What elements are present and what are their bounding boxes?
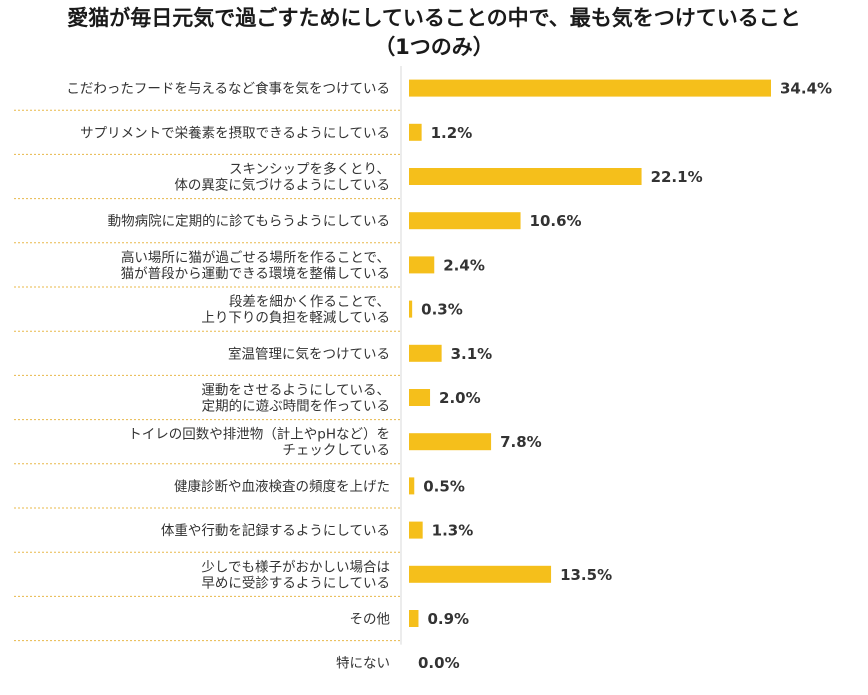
category-label-line: スキンシップを多くとり、 [229, 161, 390, 178]
bar [409, 344, 442, 362]
category-label: その他 [350, 612, 391, 628]
category-label-line: 健康診断や血液検査の頻度を上げた [174, 478, 390, 495]
chart-subtitle: （1つのみ） [374, 35, 494, 59]
value-label: 1.3% [432, 522, 474, 540]
category-label: 段差を細かく作ることで、上り下りの負担を軽減している [201, 294, 390, 326]
value-label: 0.9% [427, 610, 469, 628]
value-label: 1.2% [431, 124, 473, 142]
category-label: 運動をさせるようにしている、定期的に遊ぶ時間を作っている [201, 383, 390, 415]
bar [409, 389, 431, 406]
category-label-line: その他 [350, 612, 391, 628]
value-label: 13.5% [560, 566, 612, 584]
category-label: 健康診断や血液検査の頻度を上げた [174, 478, 390, 495]
value-label: 2.4% [443, 256, 485, 274]
category-label-line: 特にない [336, 656, 390, 672]
value-label: 34.4% [780, 80, 832, 98]
category-label: 高い場所に猫が過ごせる場所を作ることで、猫が普段から運動できる環境を整備している [121, 249, 390, 282]
bar [409, 256, 435, 274]
category-label-line: 猫が普段から運動できる環境を整備している [121, 266, 390, 282]
category-label-line: 室温管理に気をつけている [228, 345, 390, 362]
category-label-line: チェックしている [282, 443, 390, 459]
category-label: こだわったフードを与えるなど食事を気をつけている [66, 80, 390, 97]
chart-title: 愛猫が毎日元気で過ごすためにしていることの中で、最も気をつけていること [67, 6, 801, 30]
category-label: サプリメントで栄養素を摂取できるようにしている [80, 124, 390, 141]
bar [409, 433, 492, 451]
category-label-line: トイレの回数や排泄物（計上やpHなど）を [128, 427, 390, 443]
value-label: 0.5% [423, 477, 465, 495]
bar [409, 123, 422, 141]
value-label: 22.1% [651, 168, 703, 186]
category-label-line: 上り下りの負担を軽減している [201, 309, 390, 326]
category-label-line: 定期的に遊ぶ時間を作っている [202, 399, 390, 415]
category-label-line: 運動をさせるようにしている、 [201, 383, 390, 399]
category-label-line: こだわったフードを与えるなど食事を気をつけている [66, 80, 390, 97]
bar [409, 477, 415, 495]
category-label: トイレの回数や排泄物（計上やpHなど）をチェックしている [128, 427, 390, 459]
chart-title-block: 愛猫が毎日元気で過ごすためにしていることの中で、最も気をつけていること （1つの… [0, 4, 868, 62]
bar [409, 212, 521, 230]
category-label-line: 高い場所に猫が過ごせる場所を作ることで、 [121, 249, 390, 266]
category-label: 特にない [336, 656, 390, 672]
category-label: 動物病院に定期的に診てもらうようにしている [108, 214, 390, 230]
category-label-line: 早めに受診するようにしている [201, 575, 390, 591]
category-label: 体重や行動を記録するようにしている [161, 522, 390, 539]
category-label-line: 体重や行動を記録するようにしている [161, 522, 390, 539]
value-label: 0.3% [421, 301, 463, 319]
bar [409, 168, 642, 185]
bar [409, 610, 419, 627]
category-label-line: 動物病院に定期的に診てもらうようにしている [108, 214, 390, 230]
value-label: 3.1% [451, 345, 493, 363]
category-label-line: 段差を細かく作ることで、 [229, 294, 390, 310]
category-label-line: 少しでも様子がおかしい場合は [201, 559, 390, 575]
value-label: 0.0% [418, 654, 460, 672]
value-label: 2.0% [439, 389, 481, 407]
category-label-line: サプリメントで栄養素を摂取できるようにしている [80, 124, 390, 141]
bar [409, 565, 552, 583]
category-label-line: 体の異変に気づけるようにしている [174, 177, 390, 194]
value-label: 10.6% [530, 212, 582, 230]
bar [409, 300, 413, 318]
value-label: 7.8% [500, 433, 542, 451]
category-label: スキンシップを多くとり、体の異変に気づけるようにしている [174, 161, 390, 194]
category-label: 室温管理に気をつけている [228, 345, 390, 362]
category-label: 少しでも様子がおかしい場合は早めに受診するようにしている [201, 559, 390, 591]
bar [409, 521, 423, 539]
bar [409, 79, 771, 97]
